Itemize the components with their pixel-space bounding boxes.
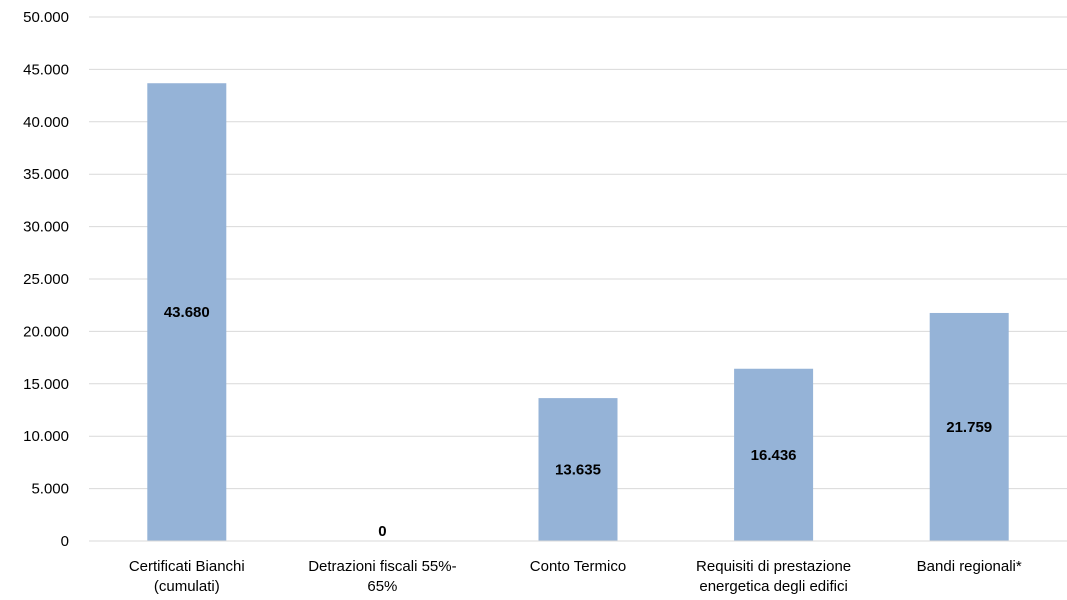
x-category-label-line: 65% [367,578,397,595]
x-category-label-line: Certificati Bianchi [129,558,245,575]
bar [538,398,618,541]
x-category-label: Requisiti di prestazione energetica degli… [696,558,851,595]
bar [147,83,227,542]
x-category-label-line: (cumulati) [154,578,220,595]
y-tick-label: 35.000 [23,166,69,183]
y-tick-label: 30.000 [23,219,69,236]
y-axis-tick-labels: 0 5.000 10.000 15.000 20.000 25.000 30.000 35.0… [23,9,69,550]
y-tick-label: 0 [61,533,69,550]
y-tick-label: 15.000 [23,376,69,393]
y-tick-label: 10.000 [23,428,69,445]
x-category-label: Certificati Bianchi (cumulati) [129,558,245,595]
x-category-label-line: Detrazioni fiscali 55%- [308,558,456,575]
x-category-label-line: Requisiti di prestazione [696,558,851,575]
x-axis-category-labels: Certificati Bianchi (cumulati) Detrazioni … [129,558,1022,595]
y-tick-label: 50.000 [23,9,69,26]
bars [147,83,1009,542]
x-category-label-line: energetica degli edifici [699,578,847,595]
x-category-label-line: Conto Termico [530,558,626,575]
data-label: 43.680 [164,304,210,321]
gridlines [89,16,1067,490]
data-label: 0 [378,523,386,540]
x-category-label: Bandi regionali* [917,558,1022,575]
data-label: 21.759 [946,419,992,436]
bar [929,312,1009,541]
y-tick-label: 5.000 [31,481,69,498]
data-label: 13.635 [555,462,601,479]
x-category-label-line: Bandi regionali* [917,558,1022,575]
y-tick-label: 25.000 [23,271,69,288]
bar [734,368,814,541]
y-tick-label: 20.000 [23,323,69,340]
x-category-label: Detrazioni fiscali 55%- 65% [308,558,456,595]
x-category-label: Conto Termico [530,558,626,575]
data-label: 16.436 [751,447,797,464]
y-tick-label: 40.000 [23,114,69,131]
y-tick-label: 45.000 [23,61,69,78]
data-labels: 43.680 0 13.635 16.436 21.759 [164,304,992,540]
